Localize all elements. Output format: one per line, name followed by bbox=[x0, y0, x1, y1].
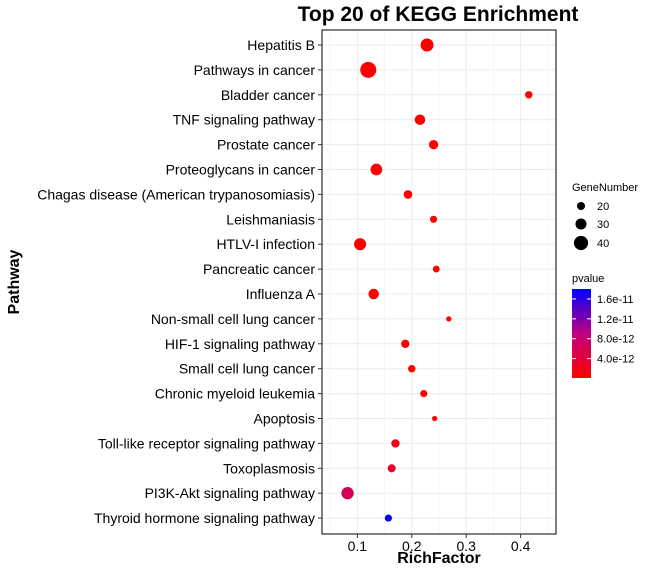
y-tick-label: Toxoplasmosis bbox=[223, 460, 315, 476]
data-point bbox=[368, 288, 379, 300]
y-tick-label: Bladder cancer bbox=[221, 87, 316, 103]
color-legend: pvalue 4.0e-12 8.0e-12 1.2e-11 1.6e-11 bbox=[572, 273, 634, 378]
y-tick-label: Leishmaniasis bbox=[226, 211, 315, 227]
y-tick-label: Pathways in cancer bbox=[194, 62, 316, 78]
data-point bbox=[354, 238, 367, 251]
x-axis: 0.1 0.2 0.3 0.4 bbox=[348, 534, 531, 554]
y-tick-label: Proteoglycans in cancer bbox=[166, 162, 316, 178]
y-tick-label: Thyroid hormone signaling pathway bbox=[94, 510, 315, 526]
data-point bbox=[429, 215, 438, 223]
x-tick-label: 0.1 bbox=[348, 538, 368, 554]
y-tick-label: Apoptosis bbox=[254, 411, 315, 427]
data-point bbox=[432, 265, 440, 273]
grid bbox=[322, 30, 556, 534]
data-point bbox=[525, 91, 533, 99]
y-axis: Hepatitis B Pathways in cancer Bladder can… bbox=[37, 37, 322, 526]
data-point bbox=[387, 464, 396, 473]
y-tick-label: PI3K-Akt signaling pathway bbox=[145, 485, 315, 501]
size-legend-key bbox=[575, 218, 587, 230]
y-tick-label: HTLV-I infection bbox=[216, 236, 315, 252]
size-legend-label: 30 bbox=[597, 219, 609, 231]
color-legend-label: 4.0e-12 bbox=[597, 354, 634, 366]
y-tick-label: Influenza A bbox=[246, 286, 316, 302]
data-point bbox=[401, 339, 410, 348]
y-tick-label: HIF-1 signaling pathway bbox=[165, 336, 315, 352]
y-axis-title: Pathway bbox=[6, 249, 23, 314]
data-point bbox=[420, 390, 428, 398]
data-point bbox=[431, 415, 438, 422]
size-legend-key bbox=[573, 235, 589, 251]
x-tick-label: 0.3 bbox=[456, 538, 476, 554]
data-point bbox=[428, 139, 439, 150]
data-point bbox=[360, 61, 377, 78]
size-legend-key bbox=[576, 201, 586, 211]
data-point bbox=[403, 190, 413, 199]
data-point bbox=[420, 38, 434, 52]
data-points bbox=[341, 38, 533, 522]
y-tick-label: Prostate cancer bbox=[217, 137, 315, 153]
chart-title: Top 20 of KEGG Enrichment bbox=[298, 3, 579, 26]
x-tick-label: 0.2 bbox=[402, 538, 422, 554]
data-point bbox=[370, 163, 383, 176]
y-tick-label: Non-small cell lung cancer bbox=[151, 311, 316, 327]
x-axis-title: RichFactor bbox=[397, 550, 481, 567]
color-legend-title: pvalue bbox=[572, 273, 604, 285]
data-point bbox=[391, 439, 400, 448]
data-point bbox=[384, 514, 392, 522]
x-tick-label: 0.4 bbox=[511, 538, 531, 554]
data-point bbox=[414, 114, 426, 125]
y-tick-label: Chronic myeloid leukemia bbox=[155, 386, 316, 402]
data-point bbox=[408, 364, 416, 373]
size-legend: GeneNumber 20 30 40 bbox=[572, 182, 638, 251]
color-legend-label: 8.0e-12 bbox=[597, 334, 634, 346]
color-legend-label: 1.2e-11 bbox=[597, 314, 634, 326]
color-legend-label: 1.6e-11 bbox=[597, 294, 634, 306]
data-point bbox=[446, 316, 452, 322]
plot-panel-border bbox=[321, 29, 557, 535]
size-legend-label: 20 bbox=[597, 201, 609, 213]
y-tick-label: Small cell lung cancer bbox=[179, 361, 316, 377]
size-legend-label: 40 bbox=[597, 238, 609, 250]
data-point bbox=[341, 487, 354, 500]
y-tick-label: Toll-like receptor signaling pathway bbox=[98, 435, 315, 451]
y-tick-label: Pancreatic cancer bbox=[203, 261, 315, 277]
y-tick-label: Chagas disease (American trypanosomiasis… bbox=[37, 186, 315, 202]
color-legend-bar bbox=[572, 289, 591, 378]
size-legend-title: GeneNumber bbox=[572, 182, 638, 194]
y-tick-label: Hepatitis B bbox=[247, 37, 315, 53]
y-tick-label: TNF signaling pathway bbox=[173, 112, 315, 128]
